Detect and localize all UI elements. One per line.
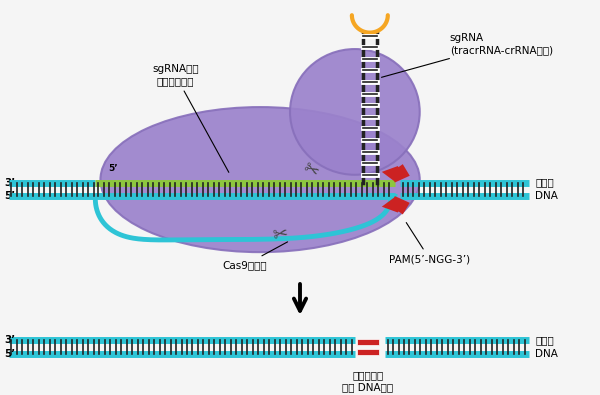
Text: 位点特异的
双链 DNA断裂: 位点特异的 双链 DNA断裂 xyxy=(342,370,394,392)
Text: 基因组: 基因组 xyxy=(535,177,554,188)
Text: ✂: ✂ xyxy=(271,225,289,245)
Polygon shape xyxy=(392,196,410,214)
Text: 5’: 5’ xyxy=(5,349,16,359)
Text: 5’: 5’ xyxy=(5,191,16,201)
Text: 基因组: 基因组 xyxy=(535,335,554,345)
Text: PAM(5’-NGG-3’): PAM(5’-NGG-3’) xyxy=(389,222,470,264)
Polygon shape xyxy=(382,197,405,213)
Polygon shape xyxy=(392,164,410,182)
Ellipse shape xyxy=(100,107,420,252)
Text: 3’: 3’ xyxy=(5,335,16,345)
Text: sgRNA
(tracrRNA-crRNA融合): sgRNA (tracrRNA-crRNA融合) xyxy=(382,34,553,77)
Text: sgRNA识别
基因组靶序列: sgRNA识别 基因组靶序列 xyxy=(152,64,229,172)
Bar xyxy=(357,349,379,355)
Text: DNA: DNA xyxy=(535,349,559,359)
Bar xyxy=(357,339,379,345)
Ellipse shape xyxy=(290,49,420,175)
Text: DNA: DNA xyxy=(535,191,559,201)
Polygon shape xyxy=(382,166,405,182)
Text: 5’: 5’ xyxy=(109,164,118,173)
Text: Cas9核酸酶: Cas9核酸酶 xyxy=(223,242,287,270)
Text: 3’: 3’ xyxy=(5,177,16,188)
Text: ✂: ✂ xyxy=(299,158,321,182)
